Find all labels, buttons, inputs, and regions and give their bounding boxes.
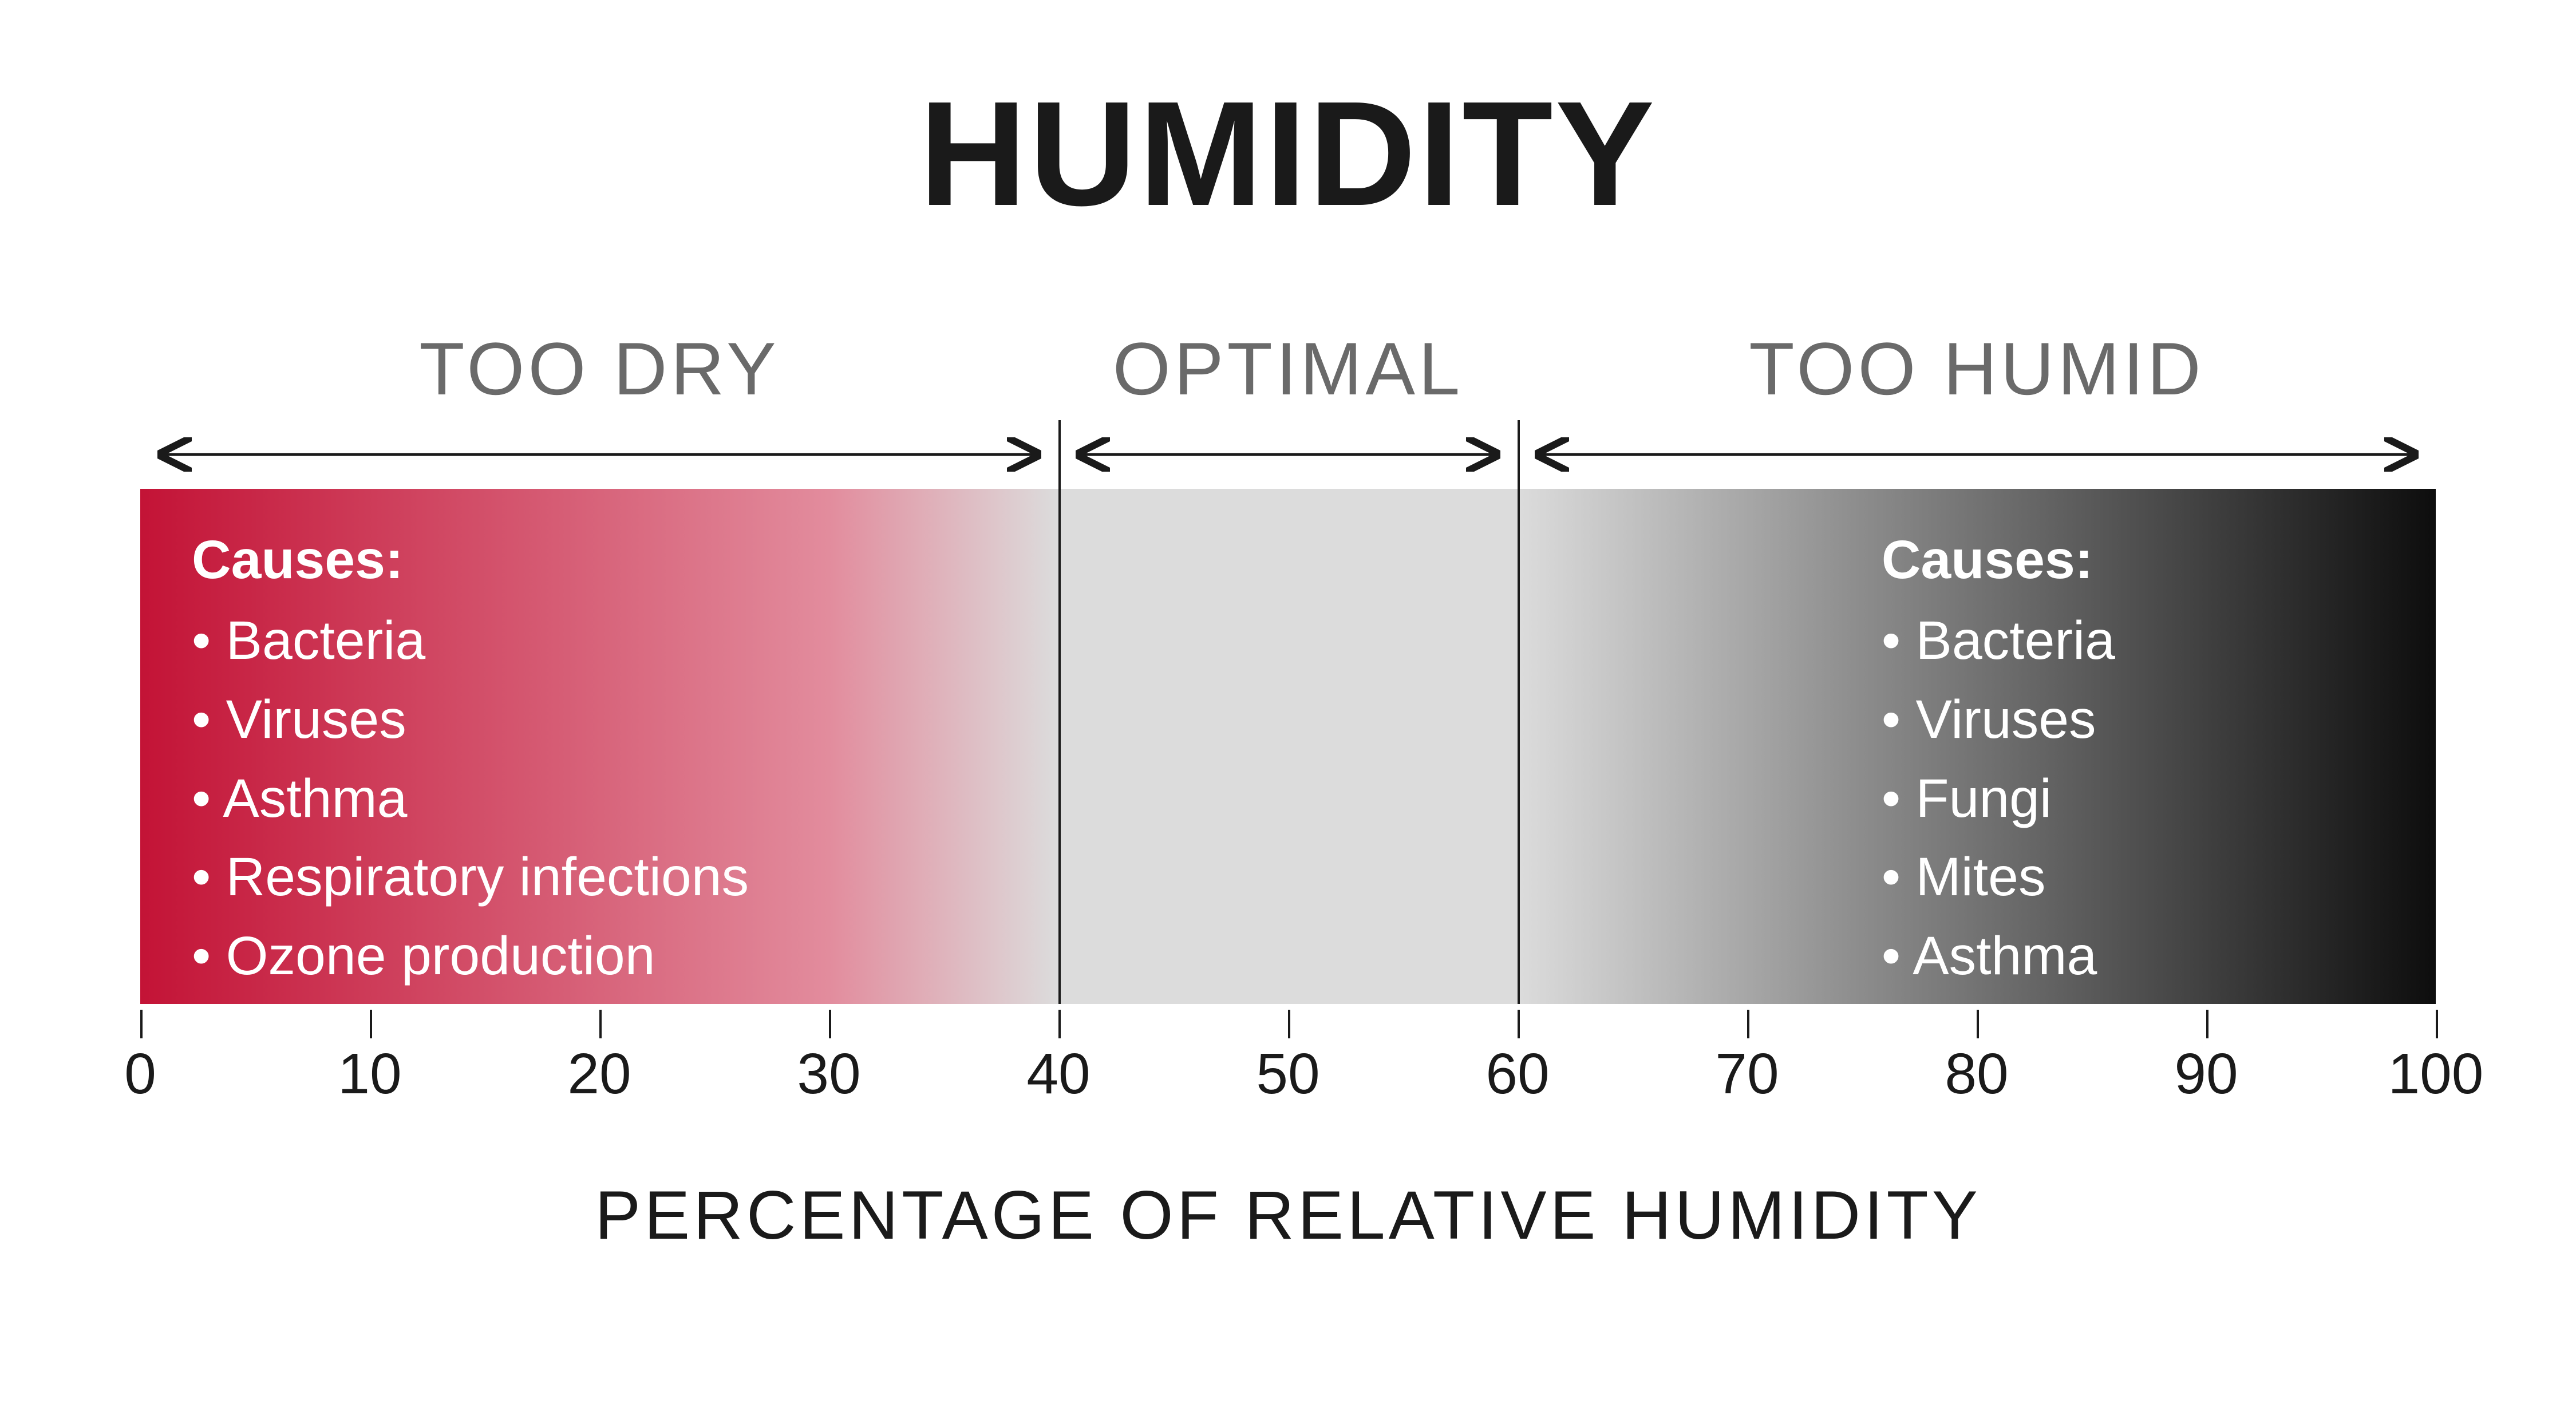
axis-tick-label: 50 [1256,1041,1319,1107]
causes-dry-item: Bacteria [192,602,749,681]
axis-tick [1288,1010,1290,1038]
axis-tick-label: 30 [797,1041,860,1107]
causes-humid-item: Bacteria [1882,602,2115,681]
causes-too-dry: Causes: Bacteria Viruses Asthma Respirat… [192,529,749,996]
causes-humid-item: Asthma [1882,917,2115,996]
axis-tick [1747,1010,1749,1038]
x-axis: 0102030405060708090100 [140,1010,2436,1107]
humidity-infographic: HUMIDITY TOO DRY OPTIMAL TOO HUMID [140,69,2436,1255]
causes-humid-item: Fungi [1882,760,2115,839]
axis-tick [1058,1010,1061,1038]
axis-tick [599,1010,602,1038]
humidity-bar: Causes: Bacteria Viruses Asthma Respirat… [140,489,2436,1004]
axis-tick [1977,1010,1979,1038]
axis-tick-label: 0 [124,1041,156,1107]
axis-tick-label: 70 [1715,1041,1779,1107]
causes-dry-item: Asthma [192,760,749,839]
causes-humid-title: Causes: [1882,529,2115,591]
main-title: HUMIDITY [140,69,2436,240]
zone-labels-row: TOO DRY OPTIMAL TOO HUMID [140,326,2436,412]
zone-arrows [140,420,2436,489]
axis-tick [2206,1010,2208,1038]
causes-dry-item: Ozone production [192,917,749,996]
axis-tick-label: 100 [2388,1041,2484,1107]
zone-label-humid: TOO HUMID [1518,326,2436,412]
causes-too-humid: Causes: Bacteria Viruses Fungi Mites Ast… [1882,529,2115,996]
causes-humid-list: Bacteria Viruses Fungi Mites Asthma [1882,602,2115,996]
axis-tick-label: 10 [338,1041,401,1107]
causes-dry-item: Respiratory infections [192,838,749,917]
divider-40 [1058,420,1061,1004]
causes-humid-item: Viruses [1882,681,2115,760]
zone-label-dry: TOO DRY [140,326,1058,412]
axis-tick [140,1010,143,1038]
x-axis-label: PERCENTAGE OF RELATIVE HUMIDITY [140,1176,2436,1255]
causes-humid-item: Mites [1882,838,2115,917]
axis-tick-label: 20 [567,1041,631,1107]
axis-tick [2436,1010,2438,1038]
causes-dry-item: Viruses [192,681,749,760]
axis-tick [829,1010,831,1038]
causes-dry-title: Causes: [192,529,749,591]
axis-tick [1518,1010,1520,1038]
axis-tick-label: 90 [2174,1041,2238,1107]
zone-label-optimal: OPTIMAL [1058,326,1518,412]
axis-tick [370,1010,372,1038]
axis-tick-label: 40 [1026,1041,1090,1107]
axis-tick-label: 60 [1485,1041,1549,1107]
axis-tick-label: 80 [1945,1041,2008,1107]
divider-60 [1518,420,1520,1004]
causes-dry-list: Bacteria Viruses Asthma Respiratory infe… [192,602,749,996]
